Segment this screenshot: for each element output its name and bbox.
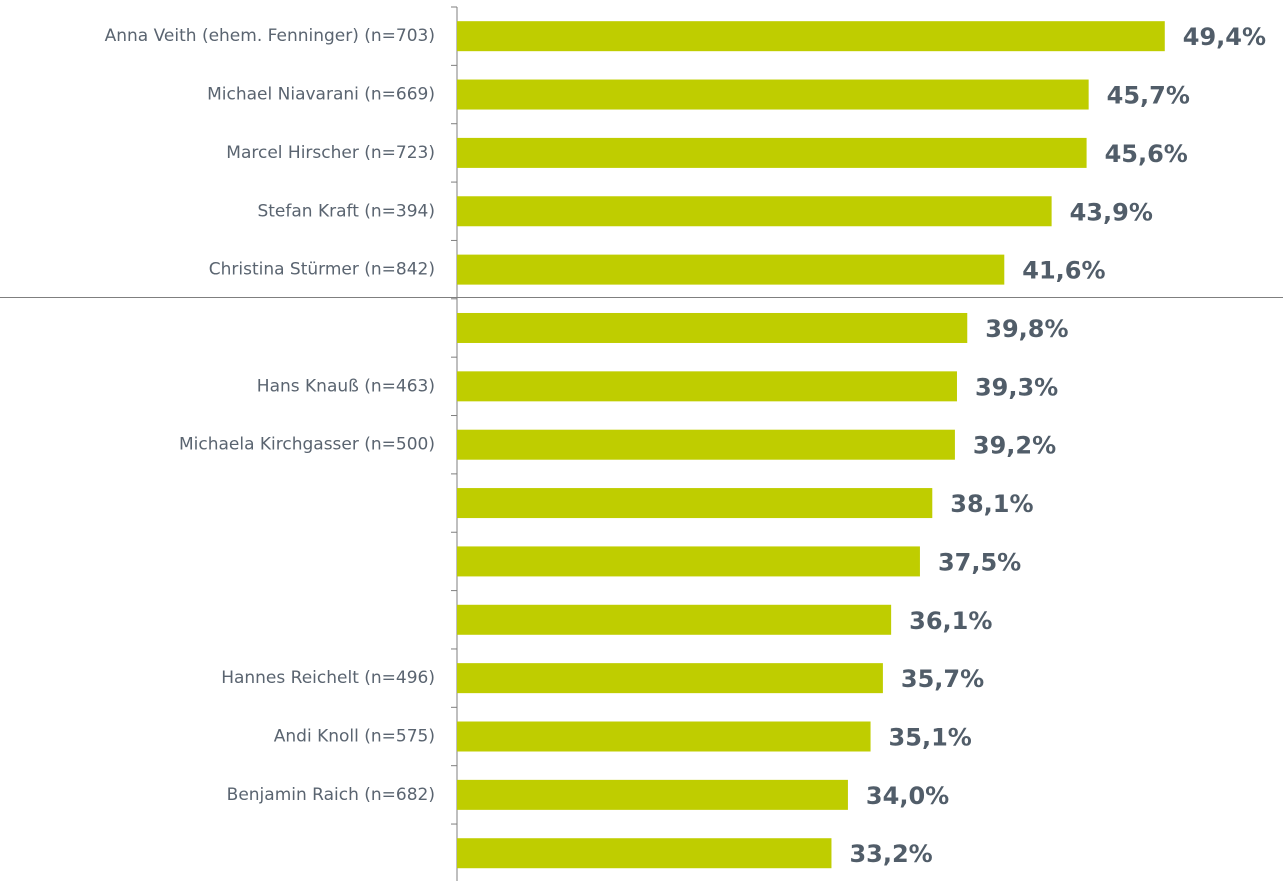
bar	[457, 21, 1165, 52]
bar	[457, 79, 1089, 110]
value-label: 39,2%	[973, 432, 1056, 460]
bar	[457, 488, 933, 519]
bar	[457, 721, 871, 752]
bar	[457, 663, 883, 694]
value-label: 35,7%	[901, 665, 984, 693]
category-label: Anna Veith (ehem. Fenninger) (n=703)	[105, 26, 435, 46]
bar	[457, 779, 848, 810]
bar	[457, 371, 957, 402]
bar	[457, 838, 832, 869]
category-label: Michael Niavarani (n=669)	[207, 85, 435, 105]
category-label: Hannes Reichelt (n=496)	[221, 668, 435, 688]
bar	[457, 312, 968, 343]
bar	[457, 546, 920, 577]
value-label: 39,3%	[975, 373, 1058, 401]
bar	[457, 429, 955, 460]
value-label: 45,6%	[1105, 140, 1188, 168]
bar	[457, 604, 892, 635]
value-label: 35,1%	[889, 724, 972, 752]
category-label: Hans Knauß (n=463)	[257, 376, 435, 396]
value-label: 36,1%	[909, 607, 992, 635]
bar	[457, 254, 1005, 285]
value-label: 33,2%	[849, 840, 932, 868]
category-label: Benjamin Raich (n=682)	[227, 785, 435, 805]
category-label: Michaela Kirchgasser (n=500)	[179, 435, 435, 455]
category-label: Andi Knoll (n=575)	[274, 727, 435, 747]
category-label: Marcel Hirscher (n=723)	[226, 143, 435, 163]
value-label: 39,8%	[985, 315, 1068, 343]
value-label: 37,5%	[938, 548, 1021, 576]
category-label: Stefan Kraft (n=394)	[257, 201, 435, 221]
value-label: 45,7%	[1107, 82, 1190, 110]
bar	[457, 196, 1052, 227]
category-label: Christina Stürmer (n=842)	[209, 260, 435, 280]
value-label: 34,0%	[866, 782, 949, 810]
value-label: 41,6%	[1022, 257, 1105, 285]
value-label: 49,4%	[1183, 23, 1266, 51]
value-label: 38,1%	[950, 490, 1033, 518]
bar	[457, 137, 1087, 168]
value-label: 43,9%	[1070, 198, 1153, 226]
